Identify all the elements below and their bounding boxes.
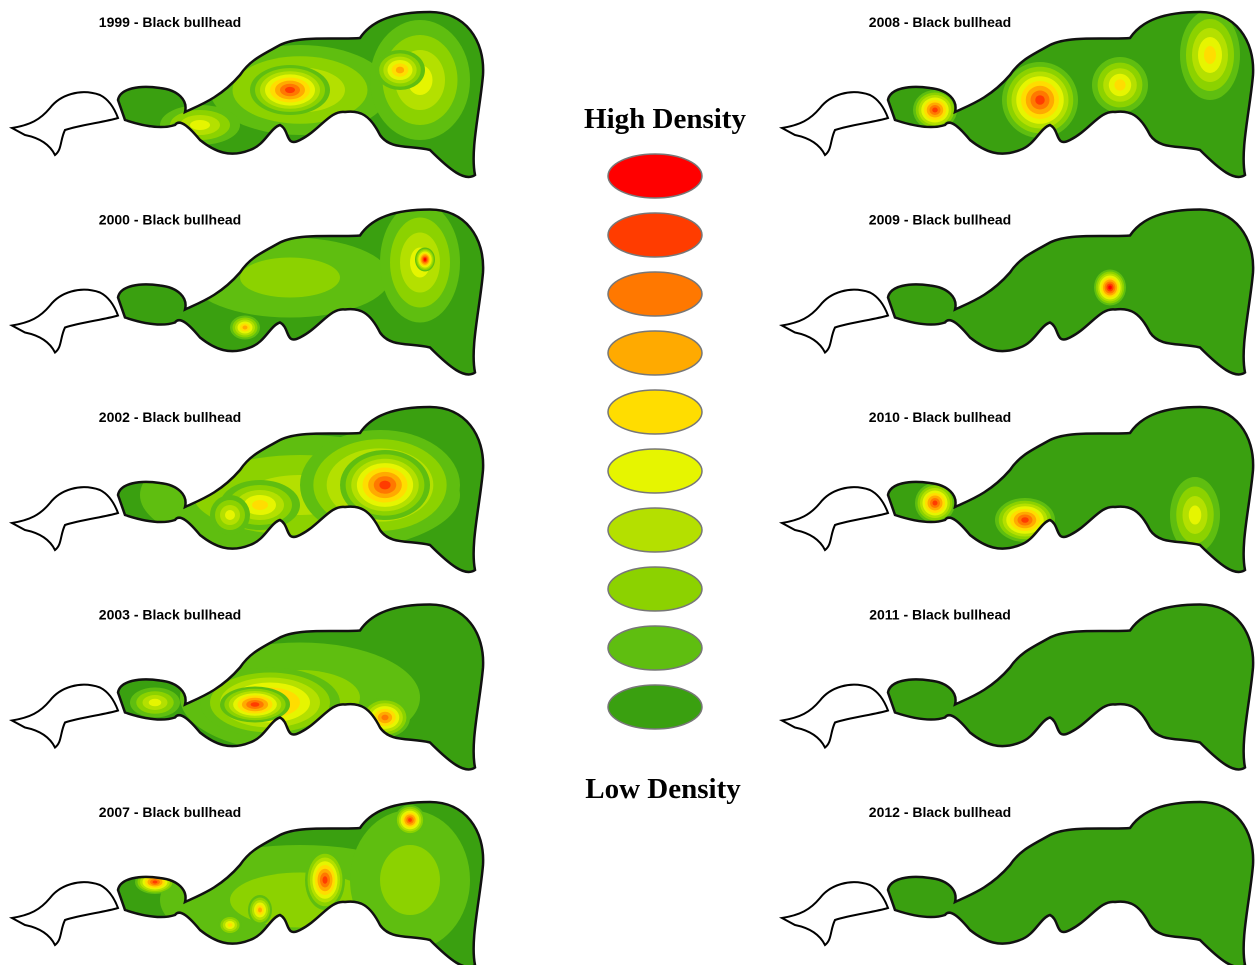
density-ring xyxy=(1021,517,1029,523)
density-layer xyxy=(913,12,1240,138)
legend-low: Low Density xyxy=(585,773,741,805)
density-ring xyxy=(322,876,328,884)
legend-high: High Density xyxy=(584,103,746,135)
density-ring xyxy=(1204,46,1216,64)
density-ring xyxy=(285,86,295,94)
legend-swatch xyxy=(607,507,703,553)
channel xyxy=(781,91,889,156)
legend-swatch xyxy=(607,625,703,671)
map-panel: 1999 - Black bullhead xyxy=(11,10,485,179)
panel-title: 2002 - Black bullhead xyxy=(99,409,241,425)
panel-title: 2003 - Black bullhead xyxy=(99,607,241,623)
legend-swatch xyxy=(607,271,703,317)
density-ring xyxy=(1108,285,1112,290)
legend-swatch xyxy=(607,153,703,199)
density-ring xyxy=(1114,79,1126,91)
density-ring xyxy=(423,258,427,261)
density-ring xyxy=(252,500,268,510)
density-ring xyxy=(379,480,391,490)
panel-title: 2012 - Black bullhead xyxy=(869,804,1011,820)
panel-title: 1999 - Black bullhead xyxy=(99,14,241,30)
map-panel: 2011 - Black bullhead xyxy=(781,603,1255,771)
density-ring xyxy=(148,698,162,707)
density-ring xyxy=(174,125,182,131)
density-ring xyxy=(175,126,181,130)
density-ring xyxy=(932,500,938,506)
density-ring xyxy=(227,923,233,927)
density-layer xyxy=(130,642,420,753)
density-ring xyxy=(242,325,248,330)
channel xyxy=(11,288,119,354)
channel xyxy=(781,881,889,946)
density-ring xyxy=(152,880,158,884)
channel xyxy=(781,683,889,749)
legend xyxy=(607,153,703,730)
legend-swatch xyxy=(607,448,703,494)
map-panel: 2012 - Black bullhead xyxy=(781,800,1255,965)
legend-swatch xyxy=(607,566,703,612)
density-ring xyxy=(258,907,262,913)
channel xyxy=(11,486,119,551)
density-layer xyxy=(1094,269,1126,306)
density-ring xyxy=(1035,95,1045,105)
density-ring xyxy=(1188,505,1202,525)
legend-swatch xyxy=(607,212,703,258)
density-ring xyxy=(240,257,340,298)
map-panel: 2002 - Black bullhead xyxy=(11,405,485,574)
density-ring xyxy=(176,127,180,129)
panel-title: 2011 - Black bullhead xyxy=(869,607,1011,623)
channel xyxy=(781,288,889,354)
panel-title: 2007 - Black bullhead xyxy=(99,804,241,820)
map-panel: 2000 - Black bullhead xyxy=(11,208,485,376)
density-ring xyxy=(408,818,412,822)
panel-title: 2009 - Black bullhead xyxy=(869,212,1011,228)
density-layer xyxy=(190,209,460,340)
density-ring xyxy=(190,120,210,130)
legend-swatch xyxy=(607,389,703,435)
density-ring xyxy=(380,845,440,915)
channel xyxy=(11,683,119,749)
map-panel: 2007 - Black bullhead xyxy=(11,800,485,965)
map-panel: 2009 - Black bullhead xyxy=(781,208,1255,376)
panel-title: 2010 - Black bullhead xyxy=(869,409,1011,425)
density-ring xyxy=(395,66,405,74)
map-panel: 2010 - Black bullhead xyxy=(781,405,1255,574)
panel-title: 2008 - Black bullhead xyxy=(869,14,1011,30)
map-panel: 2003 - Black bullhead xyxy=(11,603,485,771)
channel xyxy=(11,881,119,946)
legend-swatch xyxy=(607,684,703,730)
lake xyxy=(888,209,1254,375)
panel-title: 2000 - Black bullhead xyxy=(99,212,241,228)
density-layer xyxy=(135,805,470,955)
density-layer xyxy=(915,477,1220,553)
channel xyxy=(11,91,119,156)
density-ring xyxy=(250,702,260,707)
lake xyxy=(888,604,1254,770)
density-ring xyxy=(381,714,389,721)
map-panel: 2008 - Black bullhead xyxy=(781,10,1255,179)
density-ring xyxy=(932,107,938,113)
channel xyxy=(781,486,889,551)
density-ring xyxy=(225,510,235,520)
legend-swatch xyxy=(607,330,703,376)
